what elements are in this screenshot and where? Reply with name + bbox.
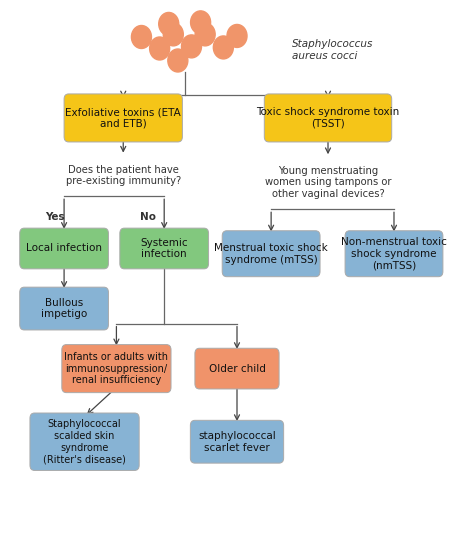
Text: Does the patient have
pre-existing immunity?: Does the patient have pre-existing immun… [65,165,181,186]
FancyBboxPatch shape [120,228,209,269]
Circle shape [213,36,233,59]
Text: No: No [140,212,156,222]
Text: Systemic
infection: Systemic infection [140,238,188,259]
FancyBboxPatch shape [191,421,283,463]
Circle shape [227,24,247,47]
Text: Menstrual toxic shock
syndrome (mTSS): Menstrual toxic shock syndrome (mTSS) [214,243,328,264]
Text: Local infection: Local infection [26,244,102,254]
FancyBboxPatch shape [20,228,109,269]
Text: Bullous
impetigo: Bullous impetigo [41,298,87,319]
Circle shape [182,35,201,58]
Text: Infants or adults with
immunosuppression/
renal insufficiency: Infants or adults with immunosuppression… [64,352,168,385]
Text: Yes: Yes [45,212,65,222]
Text: Non-menstrual toxic
shock syndrome
(nmTSS): Non-menstrual toxic shock syndrome (nmTS… [341,237,447,270]
Text: Toxic shock syndrome toxin
(TSST): Toxic shock syndrome toxin (TSST) [256,107,400,129]
Text: staphylococcal
scarlet fever: staphylococcal scarlet fever [198,431,276,453]
Text: Exfoliative toxins (ETA
and ETB): Exfoliative toxins (ETA and ETB) [65,107,181,129]
FancyBboxPatch shape [195,348,279,389]
Text: Staphylococcal
scalded skin
syndrome
(Ritter's disease): Staphylococcal scalded skin syndrome (Ri… [43,419,126,464]
FancyBboxPatch shape [64,94,182,142]
FancyBboxPatch shape [264,94,392,142]
Circle shape [159,13,179,35]
FancyBboxPatch shape [222,231,320,277]
Circle shape [191,11,210,34]
FancyBboxPatch shape [62,344,171,393]
Circle shape [163,23,183,46]
Circle shape [131,26,152,48]
FancyBboxPatch shape [20,287,109,330]
FancyBboxPatch shape [345,231,443,277]
Text: Young menstruating
women using tampons or
other vaginal devices?: Young menstruating women using tampons o… [265,165,391,199]
Text: Staphylococcus
aureus cocci: Staphylococcus aureus cocci [292,39,373,61]
Circle shape [150,37,170,60]
Text: Older child: Older child [209,363,265,374]
Circle shape [195,23,215,46]
Circle shape [168,49,188,72]
FancyBboxPatch shape [30,413,139,471]
